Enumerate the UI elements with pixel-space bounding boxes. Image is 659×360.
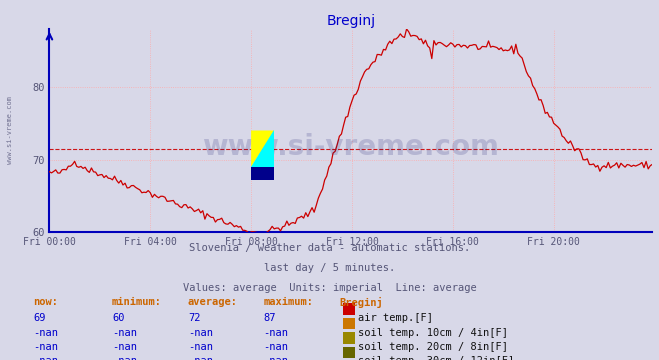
- Bar: [251, 167, 274, 180]
- Text: Values: average  Units: imperial  Line: average: Values: average Units: imperial Line: av…: [183, 283, 476, 293]
- Text: soil temp. 20cm / 8in[F]: soil temp. 20cm / 8in[F]: [358, 342, 508, 352]
- Text: Slovenia / weather data - automatic stations.: Slovenia / weather data - automatic stat…: [189, 243, 470, 253]
- Text: -nan: -nan: [264, 342, 289, 352]
- Text: www.si-vreme.com: www.si-vreme.com: [7, 96, 13, 165]
- Polygon shape: [251, 130, 274, 167]
- Text: -nan: -nan: [264, 328, 289, 338]
- Text: -nan: -nan: [33, 356, 58, 360]
- Text: -nan: -nan: [188, 342, 213, 352]
- Text: soil temp. 30cm / 12in[F]: soil temp. 30cm / 12in[F]: [358, 356, 514, 360]
- Text: -nan: -nan: [33, 328, 58, 338]
- Text: average:: average:: [188, 297, 238, 307]
- Text: minimum:: minimum:: [112, 297, 162, 307]
- Text: -nan: -nan: [112, 328, 137, 338]
- Text: -nan: -nan: [112, 356, 137, 360]
- Text: -nan: -nan: [188, 356, 213, 360]
- Text: -nan: -nan: [188, 328, 213, 338]
- Text: 69: 69: [33, 313, 45, 323]
- Text: now:: now:: [33, 297, 58, 307]
- Text: -nan: -nan: [33, 342, 58, 352]
- Text: 87: 87: [264, 313, 276, 323]
- Text: 60: 60: [112, 313, 125, 323]
- Text: Breginj: Breginj: [339, 297, 383, 308]
- Text: last day / 5 minutes.: last day / 5 minutes.: [264, 263, 395, 273]
- Polygon shape: [251, 130, 274, 167]
- Title: Breginj: Breginj: [326, 14, 376, 28]
- Text: -nan: -nan: [264, 356, 289, 360]
- Text: soil temp. 10cm / 4in[F]: soil temp. 10cm / 4in[F]: [358, 328, 508, 338]
- Text: air temp.[F]: air temp.[F]: [358, 313, 433, 323]
- Text: maximum:: maximum:: [264, 297, 314, 307]
- Text: 72: 72: [188, 313, 200, 323]
- Text: www.si-vreme.com: www.si-vreme.com: [202, 133, 500, 161]
- Text: -nan: -nan: [112, 342, 137, 352]
